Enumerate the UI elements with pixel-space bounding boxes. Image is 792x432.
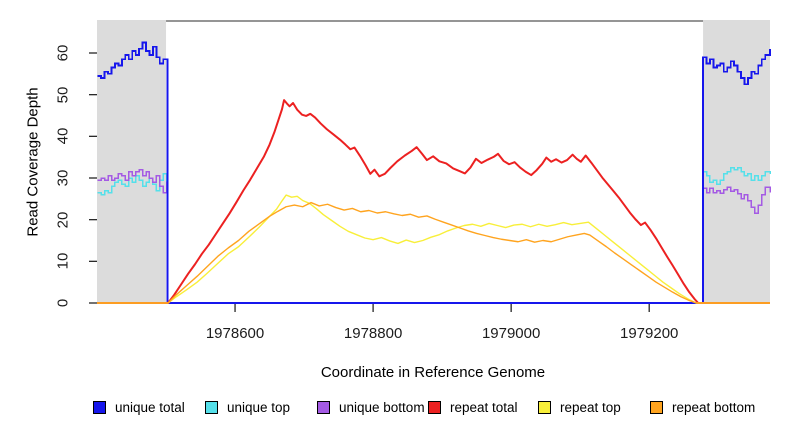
y-tick-label: 50 — [54, 86, 72, 103]
legend-item-unique-top: unique top — [205, 401, 290, 414]
legend-swatch-icon — [93, 401, 106, 414]
legend-label: repeat bottom — [672, 400, 756, 415]
legend-label: repeat total — [450, 400, 518, 415]
x-tick-label: 1978800 — [343, 325, 403, 342]
y-tick-label: 40 — [54, 127, 72, 145]
y-tick-label: 0 — [54, 298, 72, 308]
x-tick-label: 1979000 — [481, 325, 541, 342]
series-line-repeat-total — [97, 99, 770, 304]
y-tick-label: 60 — [54, 44, 72, 62]
legend-item-unique-total: unique total — [93, 401, 185, 414]
x-tick-label: 1978600 — [205, 325, 265, 342]
x-tick-label: 1979200 — [620, 325, 679, 342]
legend-label: unique bottom — [339, 400, 425, 415]
series-line-repeat-top — [97, 194, 770, 304]
legend-label: unique total — [115, 400, 185, 415]
legend-item-repeat-total: repeat total — [428, 401, 518, 414]
legend-item-repeat-top: repeat top — [538, 401, 621, 414]
legend-swatch-icon — [650, 401, 663, 414]
legend-item-repeat-bottom: repeat bottom — [650, 401, 755, 414]
x-axis-title: Coordinate in Reference Genome — [320, 364, 546, 381]
y-tick-label: 10 — [54, 252, 72, 270]
series-line-unique-total — [97, 41, 771, 304]
legend-swatch-icon — [538, 401, 551, 414]
y-tick-label: 20 — [54, 211, 72, 228]
series-line-unique-top — [97, 166, 771, 304]
shaded-region-0 — [97, 20, 167, 303]
legend-swatch-icon — [428, 401, 441, 414]
legend-swatch-icon — [317, 401, 330, 414]
y-axis-title: Read Coverage Depth — [24, 87, 42, 237]
legend-label: unique top — [227, 400, 291, 415]
series-line-repeat-bottom — [97, 201, 770, 304]
legend-item-unique-bottom: unique bottom — [317, 401, 425, 414]
legend-label: repeat top — [560, 400, 621, 415]
legend-swatch-icon — [205, 401, 218, 414]
y-tick-label: 30 — [54, 169, 72, 187]
